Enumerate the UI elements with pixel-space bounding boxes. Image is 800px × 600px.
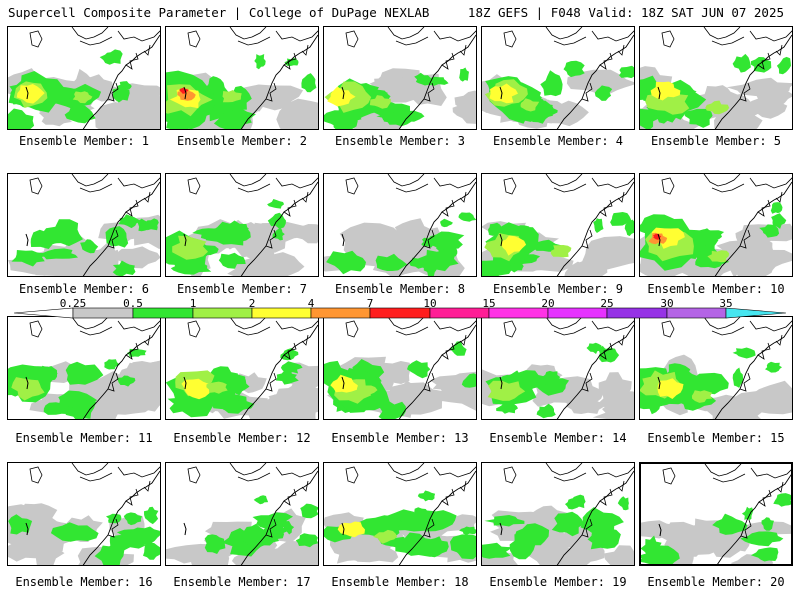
scp-field-map — [166, 27, 318, 129]
ensemble-member-label: Ensemble Member: 12 — [173, 431, 311, 445]
ensemble-member-map — [639, 462, 793, 566]
ensemble-member-map — [7, 316, 161, 420]
ensemble-member-label: Ensemble Member: 1 — [18, 134, 150, 148]
ensemble-member-label: Ensemble Member: 2 — [176, 134, 308, 148]
ensemble-member-map — [7, 462, 161, 566]
scp-field-map — [482, 27, 634, 129]
ensemble-member-map — [165, 316, 319, 420]
colorbar-tick-label: 10 — [423, 297, 437, 310]
colorbar-tick-label: 4 — [307, 297, 315, 310]
ensemble-member-map — [481, 26, 635, 130]
colorbar-tick-label: 35 — [719, 297, 733, 310]
scp-field-map — [8, 27, 160, 129]
ensemble-member-label: Ensemble Member: 20 — [647, 575, 785, 589]
valid-time-label: 18Z GEFS | F048 Valid: 18Z SAT JUN 07 20… — [467, 5, 784, 20]
scp-field-map — [324, 463, 476, 565]
ensemble-member-map — [323, 173, 477, 277]
ensemble-member-map — [639, 316, 793, 420]
ensemble-member-map — [481, 462, 635, 566]
colorbar-tick-label: 20 — [541, 297, 555, 310]
colorbar-tick-label: 0.25 — [59, 297, 87, 310]
colorbar-tick-label: 1 — [189, 297, 197, 310]
ensemble-member-label: Ensemble Member: 3 — [334, 134, 466, 148]
ensemble-member-map — [165, 26, 319, 130]
ensemble-member-label: Ensemble Member: 13 — [331, 431, 469, 445]
scp-field-map — [324, 174, 476, 276]
ensemble-member-label: Ensemble Member: 15 — [647, 431, 785, 445]
colorbar-tick-label: 2 — [248, 297, 256, 310]
colorbar-tick-label: 15 — [482, 297, 496, 310]
ensemble-member-map — [7, 26, 161, 130]
scp-field-map — [166, 463, 318, 565]
ensemble-member-label: Ensemble Member: 11 — [15, 431, 153, 445]
scp-field-map — [8, 174, 160, 276]
scp-field-map — [640, 317, 792, 419]
ensemble-member-map — [481, 316, 635, 420]
ensemble-member-label: Ensemble Member: 17 — [173, 575, 311, 589]
chart-title: Supercell Composite Parameter | College … — [8, 5, 430, 20]
ensemble-member-label: Ensemble Member: 14 — [489, 431, 627, 445]
ensemble-member-label: Ensemble Member: 8 — [334, 282, 466, 296]
ensemble-member-label: Ensemble Member: 6 — [18, 282, 150, 296]
ensemble-member-label: Ensemble Member: 4 — [492, 134, 624, 148]
ensemble-member-map — [639, 173, 793, 277]
scp-field-map — [8, 317, 160, 419]
scp-field-map — [482, 317, 634, 419]
colorbar-tick-label: 7 — [366, 297, 374, 310]
ensemble-member-label: Ensemble Member: 10 — [647, 282, 785, 296]
scp-field-map — [166, 174, 318, 276]
scp-field-map — [8, 463, 160, 565]
colorbar-tick-label: 0.5 — [123, 297, 143, 310]
ensemble-member-map — [323, 26, 477, 130]
scp-field-map — [324, 27, 476, 129]
scp-field-map — [482, 463, 634, 565]
ensemble-member-map — [165, 462, 319, 566]
scp-field-map — [166, 317, 318, 419]
colorbar-tick-label: 25 — [600, 297, 614, 310]
scp-field-map — [482, 174, 634, 276]
scp-field-map — [324, 317, 476, 419]
colorbar-tick-label: 30 — [660, 297, 674, 310]
ensemble-member-label: Ensemble Member: 5 — [650, 134, 782, 148]
ensemble-member-map — [165, 173, 319, 277]
ensemble-member-label: Ensemble Member: 16 — [15, 575, 153, 589]
ensemble-member-map — [7, 173, 161, 277]
ensemble-member-map — [323, 316, 477, 420]
ensemble-member-label: Ensemble Member: 7 — [176, 282, 308, 296]
scp-field-map — [641, 464, 791, 564]
ensemble-member-label: Ensemble Member: 19 — [489, 575, 627, 589]
scp-field-map — [640, 27, 792, 129]
ensemble-member-label: Ensemble Member: 9 — [492, 282, 624, 296]
scp-field-map — [640, 174, 792, 276]
ensemble-member-map — [639, 26, 793, 130]
ensemble-member-map — [481, 173, 635, 277]
ensemble-member-map — [323, 462, 477, 566]
ensemble-member-label: Ensemble Member: 18 — [331, 575, 469, 589]
